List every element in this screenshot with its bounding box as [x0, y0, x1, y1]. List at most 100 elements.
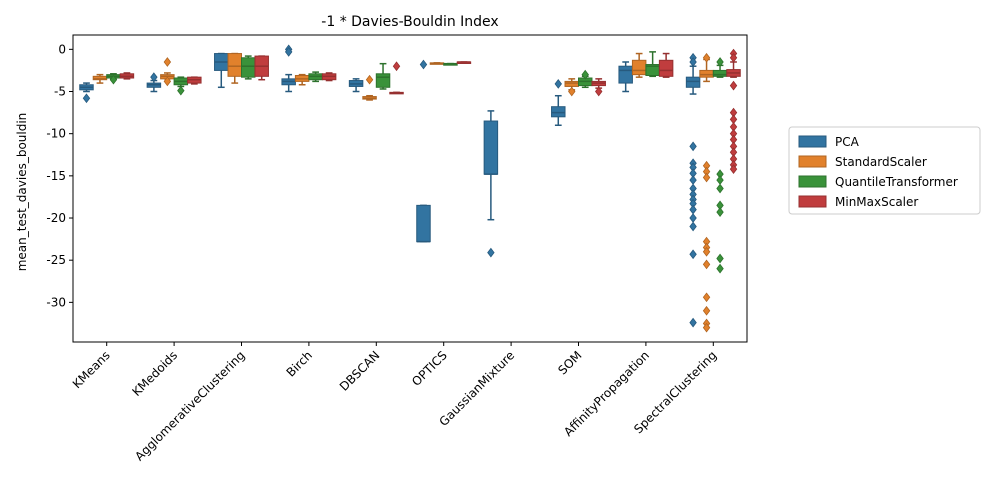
box-MinMaxScaler-SpectralClustering [726, 48, 741, 174]
outlier-marker [702, 52, 711, 63]
box-QuantileTransformer-Birch [308, 71, 323, 83]
outlier-marker [554, 79, 562, 89]
outlier-marker [689, 57, 697, 67]
x-tick-label: GaussianMixture [436, 348, 517, 429]
legend-swatch [798, 195, 827, 208]
outlier-marker [581, 69, 589, 80]
box-StandardScaler-KMeans [92, 73, 108, 84]
box-StandardScaler-KMedoids [160, 57, 175, 87]
x-tick-label: Birch [284, 348, 315, 379]
y-tick-label: -30 [46, 295, 66, 309]
box-MinMaxScaler-DBSCAN [389, 61, 404, 95]
box-PCA-KMedoids [146, 72, 162, 93]
box-body [564, 80, 580, 87]
x-tick-label: OPTICS [409, 348, 450, 389]
outlier-marker [716, 175, 724, 185]
x-tick-label: AgglomerativeClustering [132, 348, 247, 463]
box-StandardScaler-DBSCAN [362, 74, 377, 101]
outlier-marker [689, 141, 697, 152]
outlier-marker [689, 213, 697, 223]
y-tick-label: -20 [46, 211, 66, 225]
outlier-marker [702, 172, 711, 183]
box-MinMaxScaler-AffinityPropagation [658, 52, 674, 78]
box-body [699, 69, 714, 78]
outlier-marker [729, 80, 738, 91]
box-StandardScaler-AffinityPropagation [631, 52, 647, 78]
y-axis-title: mean_test_davies_bouldin [15, 113, 29, 272]
box-MinMaxScaler-Birch [321, 72, 337, 82]
outlier-marker [284, 47, 293, 57]
outlier-marker [702, 246, 711, 257]
box-MinMaxScaler-AgglomerativeClustering [254, 55, 269, 81]
outlier-marker [177, 85, 185, 96]
legend-label: QuantileTransformer [835, 175, 958, 189]
outlier-marker [689, 317, 697, 328]
y-tick-label: -25 [46, 253, 66, 267]
box-QuantileTransformer-AgglomerativeClustering [241, 55, 256, 80]
box-QuantileTransformer-KMedoids [173, 76, 189, 96]
box-body [712, 69, 728, 77]
plot-area [79, 44, 741, 333]
outlier-marker [109, 74, 118, 85]
box-body [618, 65, 633, 84]
box-PCA-KMeans [79, 82, 94, 104]
box-MinMaxScaler-OPTICS [456, 61, 472, 64]
outlier-marker [716, 253, 724, 264]
legend-swatch [798, 175, 827, 188]
outlier-marker [729, 52, 738, 63]
box-PCA-DBSCAN [348, 78, 364, 93]
y-tick-label: -10 [46, 127, 66, 141]
outlier-marker [702, 259, 711, 270]
outlier-marker [487, 247, 495, 258]
outlier-marker [163, 76, 172, 87]
box-QuantileTransformer-AffinityPropagation [645, 51, 660, 78]
box-QuantileTransformer-OPTICS [443, 62, 458, 66]
legend-swatch [798, 135, 827, 148]
box-body [416, 204, 431, 243]
legend-frame [788, 126, 981, 215]
y-tick-label: -5 [54, 85, 66, 99]
outlier-marker [716, 207, 724, 217]
box-PCA-OPTICS [416, 59, 431, 243]
y-tick-label: 0 [58, 42, 66, 56]
box-StandardScaler-AgglomerativeClustering [227, 52, 243, 84]
outlier-marker [702, 292, 711, 303]
box-StandardScaler-SpectralClustering [699, 52, 714, 333]
outlier-marker [702, 322, 711, 333]
box-body [658, 59, 674, 77]
box-body [551, 106, 566, 118]
outlier-marker [163, 57, 172, 67]
outlier-marker [82, 93, 91, 104]
x-tick-label: KMeans [70, 348, 113, 391]
box-body [375, 73, 391, 88]
legend: PCA StandardScaler QuantileTransformer MinM… [788, 126, 981, 215]
outlier-marker [419, 59, 428, 70]
outlier-marker [716, 57, 724, 67]
outlier-marker [716, 263, 724, 274]
legend-label: StandardScaler [835, 155, 927, 169]
outlier-marker [689, 249, 697, 260]
outlier-marker [689, 221, 697, 232]
box-QuantileTransformer-SOM [578, 69, 593, 89]
box-PCA-AgglomerativeClustering [214, 52, 229, 89]
chart-title: -1 * Davies-Bouldin Index [321, 14, 498, 30]
outlier-marker [365, 74, 374, 85]
box-body [483, 120, 499, 175]
outlier-marker [150, 72, 158, 83]
y-axis: 0 -5 -10 -15 -20 -25 -30 [46, 42, 73, 309]
box-MinMaxScaler-KMeans [119, 72, 135, 80]
legend-label: MinMaxScaler [835, 195, 918, 209]
box-MinMaxScaler-SOM [591, 78, 606, 97]
box-MinMaxScaler-KMedoids [187, 76, 202, 85]
x-tick-label: SOM [555, 348, 584, 377]
plot-frame [72, 34, 748, 343]
outlier-marker [392, 61, 401, 72]
box-body [241, 57, 256, 78]
outlier-marker [729, 164, 738, 174]
box-PCA-Birch [281, 44, 296, 93]
x-tick-label: DBSCAN [337, 348, 383, 394]
box-PCA-SOM [551, 79, 566, 126]
box-QuantileTransformer-SpectralClustering [712, 57, 728, 274]
